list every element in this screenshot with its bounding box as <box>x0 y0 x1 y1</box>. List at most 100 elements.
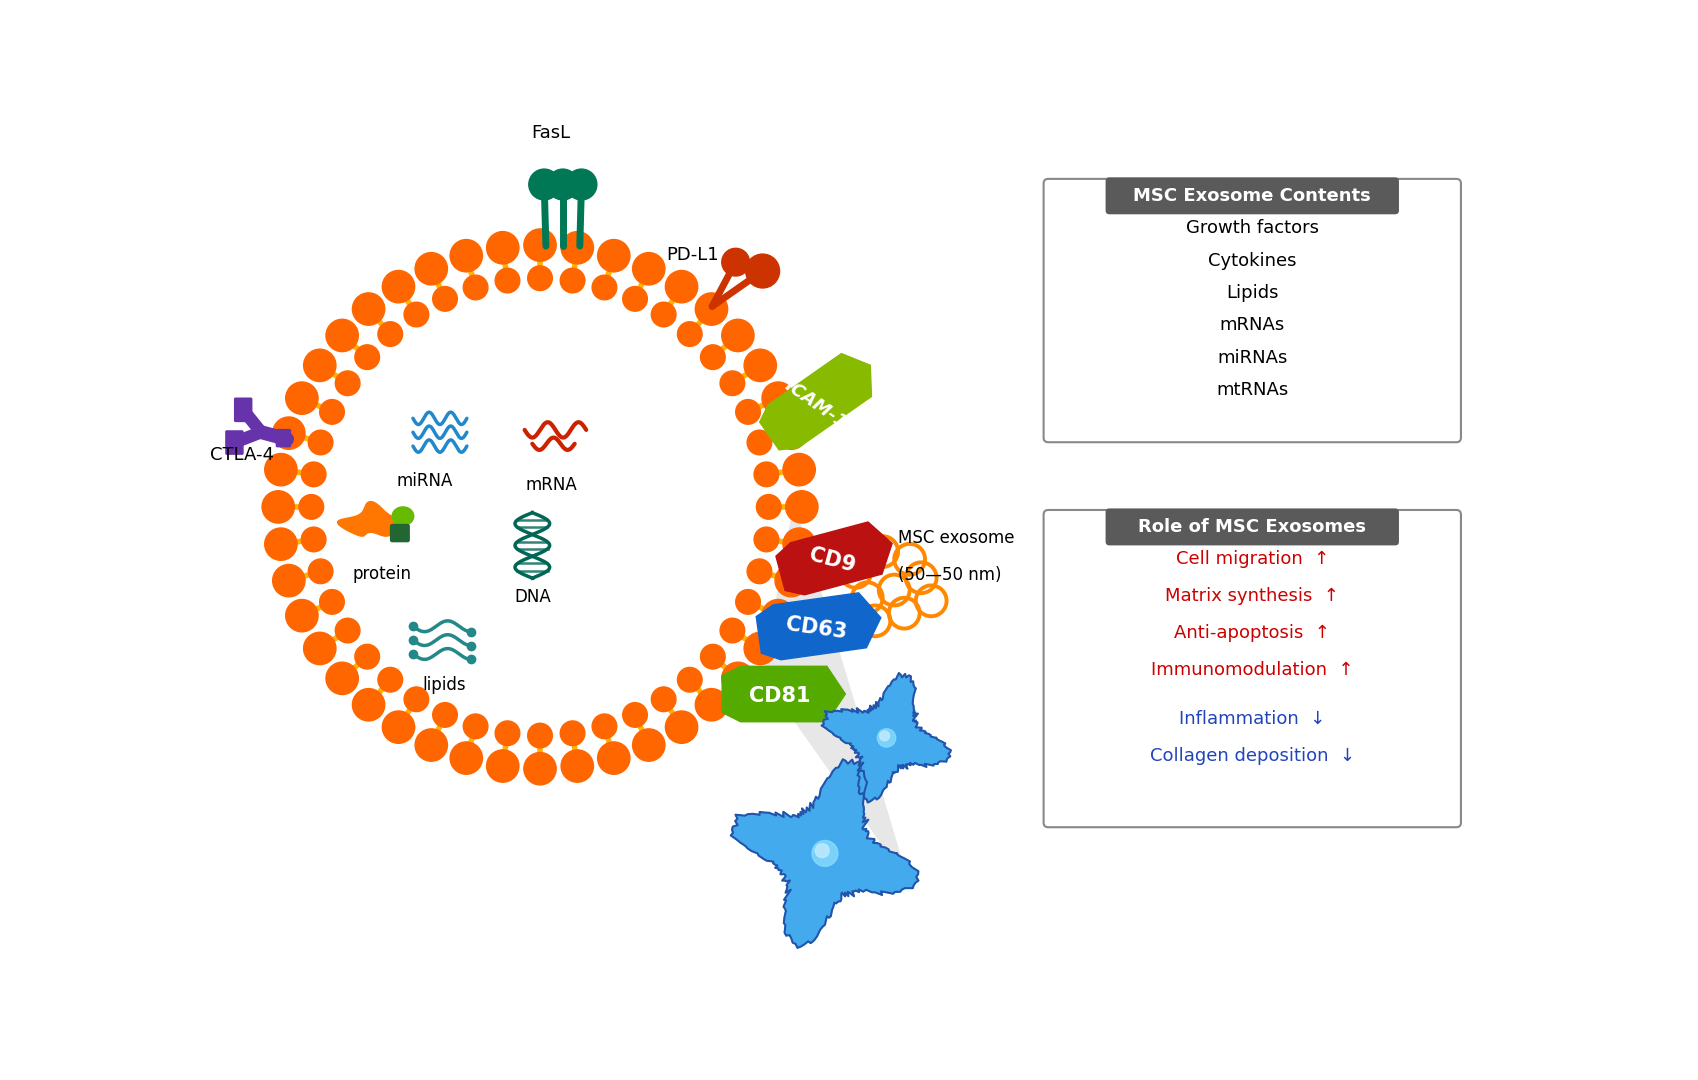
Circle shape <box>678 667 701 692</box>
Text: mRNA: mRNA <box>525 476 577 495</box>
Text: Matrix synthesis  ↑: Matrix synthesis ↑ <box>1165 588 1338 605</box>
Circle shape <box>720 370 744 395</box>
Circle shape <box>565 170 596 200</box>
Circle shape <box>450 240 482 272</box>
Circle shape <box>623 286 647 311</box>
Circle shape <box>433 286 457 311</box>
Circle shape <box>528 170 559 200</box>
Polygon shape <box>756 593 880 660</box>
Circle shape <box>272 417 306 449</box>
Circle shape <box>382 711 414 743</box>
Circle shape <box>744 349 776 381</box>
Circle shape <box>722 320 754 352</box>
Circle shape <box>304 349 336 381</box>
Polygon shape <box>822 673 951 802</box>
Circle shape <box>304 632 336 664</box>
Circle shape <box>464 714 487 739</box>
Circle shape <box>560 750 593 782</box>
Circle shape <box>560 268 584 293</box>
Circle shape <box>678 322 701 347</box>
Text: mtRNAs: mtRNAs <box>1216 381 1287 399</box>
FancyBboxPatch shape <box>1105 509 1397 545</box>
Circle shape <box>623 703 647 727</box>
Circle shape <box>744 632 776 664</box>
Text: Lipids: Lipids <box>1226 284 1279 301</box>
Text: Inflammation  ↓: Inflammation ↓ <box>1178 710 1324 728</box>
Circle shape <box>756 495 781 519</box>
Text: Cytokines: Cytokines <box>1207 252 1296 270</box>
Polygon shape <box>762 501 908 885</box>
Text: Role of MSC Exosomes: Role of MSC Exosomes <box>1138 518 1365 536</box>
Circle shape <box>694 293 727 325</box>
Circle shape <box>326 320 358 352</box>
Circle shape <box>272 565 306 597</box>
Circle shape <box>494 721 520 745</box>
Circle shape <box>285 382 318 415</box>
Circle shape <box>560 231 593 264</box>
Polygon shape <box>730 759 919 948</box>
Text: Collagen deposition  ↓: Collagen deposition ↓ <box>1150 746 1353 765</box>
Circle shape <box>598 742 630 774</box>
Circle shape <box>414 253 447 285</box>
Circle shape <box>722 662 754 694</box>
Circle shape <box>494 268 520 293</box>
Circle shape <box>261 490 294 523</box>
Circle shape <box>694 689 727 721</box>
Circle shape <box>632 729 664 761</box>
FancyBboxPatch shape <box>226 430 243 455</box>
Circle shape <box>464 275 487 300</box>
Polygon shape <box>776 522 891 595</box>
Circle shape <box>876 729 895 747</box>
Circle shape <box>650 302 676 327</box>
Circle shape <box>335 618 360 643</box>
Text: MSC exosome: MSC exosome <box>897 529 1014 546</box>
Circle shape <box>414 729 447 761</box>
Circle shape <box>722 248 749 276</box>
Circle shape <box>377 322 402 347</box>
Circle shape <box>285 599 318 632</box>
FancyBboxPatch shape <box>275 429 290 447</box>
Text: CTLA-4: CTLA-4 <box>211 446 273 463</box>
Text: Growth factors: Growth factors <box>1185 219 1318 238</box>
Circle shape <box>783 454 815 486</box>
Text: FasL: FasL <box>531 124 571 143</box>
Polygon shape <box>759 353 871 450</box>
Circle shape <box>307 430 333 455</box>
Circle shape <box>450 742 482 774</box>
Circle shape <box>735 400 761 424</box>
Circle shape <box>404 302 428 327</box>
Circle shape <box>700 645 725 669</box>
Circle shape <box>326 662 358 694</box>
Circle shape <box>774 565 807 597</box>
Text: CD81: CD81 <box>749 686 810 705</box>
Circle shape <box>351 689 384 721</box>
Circle shape <box>486 750 518 782</box>
Circle shape <box>528 266 552 291</box>
Text: Anti-apoptosis  ↑: Anti-apoptosis ↑ <box>1173 624 1330 643</box>
Circle shape <box>323 291 756 724</box>
Text: miRNAs: miRNAs <box>1216 349 1287 366</box>
Circle shape <box>265 454 297 486</box>
Circle shape <box>404 687 428 712</box>
Circle shape <box>486 231 518 264</box>
Text: Immunomodulation  ↑: Immunomodulation ↑ <box>1150 661 1353 679</box>
Polygon shape <box>722 666 846 721</box>
Circle shape <box>880 731 890 741</box>
Polygon shape <box>338 501 397 536</box>
FancyBboxPatch shape <box>389 524 409 542</box>
Text: (50—50 nm): (50—50 nm) <box>897 566 1000 584</box>
Circle shape <box>433 703 457 727</box>
Circle shape <box>700 345 725 369</box>
Circle shape <box>307 559 333 583</box>
Text: Cell migration  ↑: Cell migration ↑ <box>1175 550 1328 568</box>
Circle shape <box>774 417 807 449</box>
Text: mRNAs: mRNAs <box>1219 316 1284 334</box>
Circle shape <box>784 490 817 523</box>
Text: protein: protein <box>353 565 411 582</box>
Circle shape <box>299 495 323 519</box>
Circle shape <box>335 370 360 395</box>
Circle shape <box>523 229 555 261</box>
Circle shape <box>761 599 795 632</box>
Circle shape <box>735 590 761 615</box>
Circle shape <box>815 843 829 858</box>
